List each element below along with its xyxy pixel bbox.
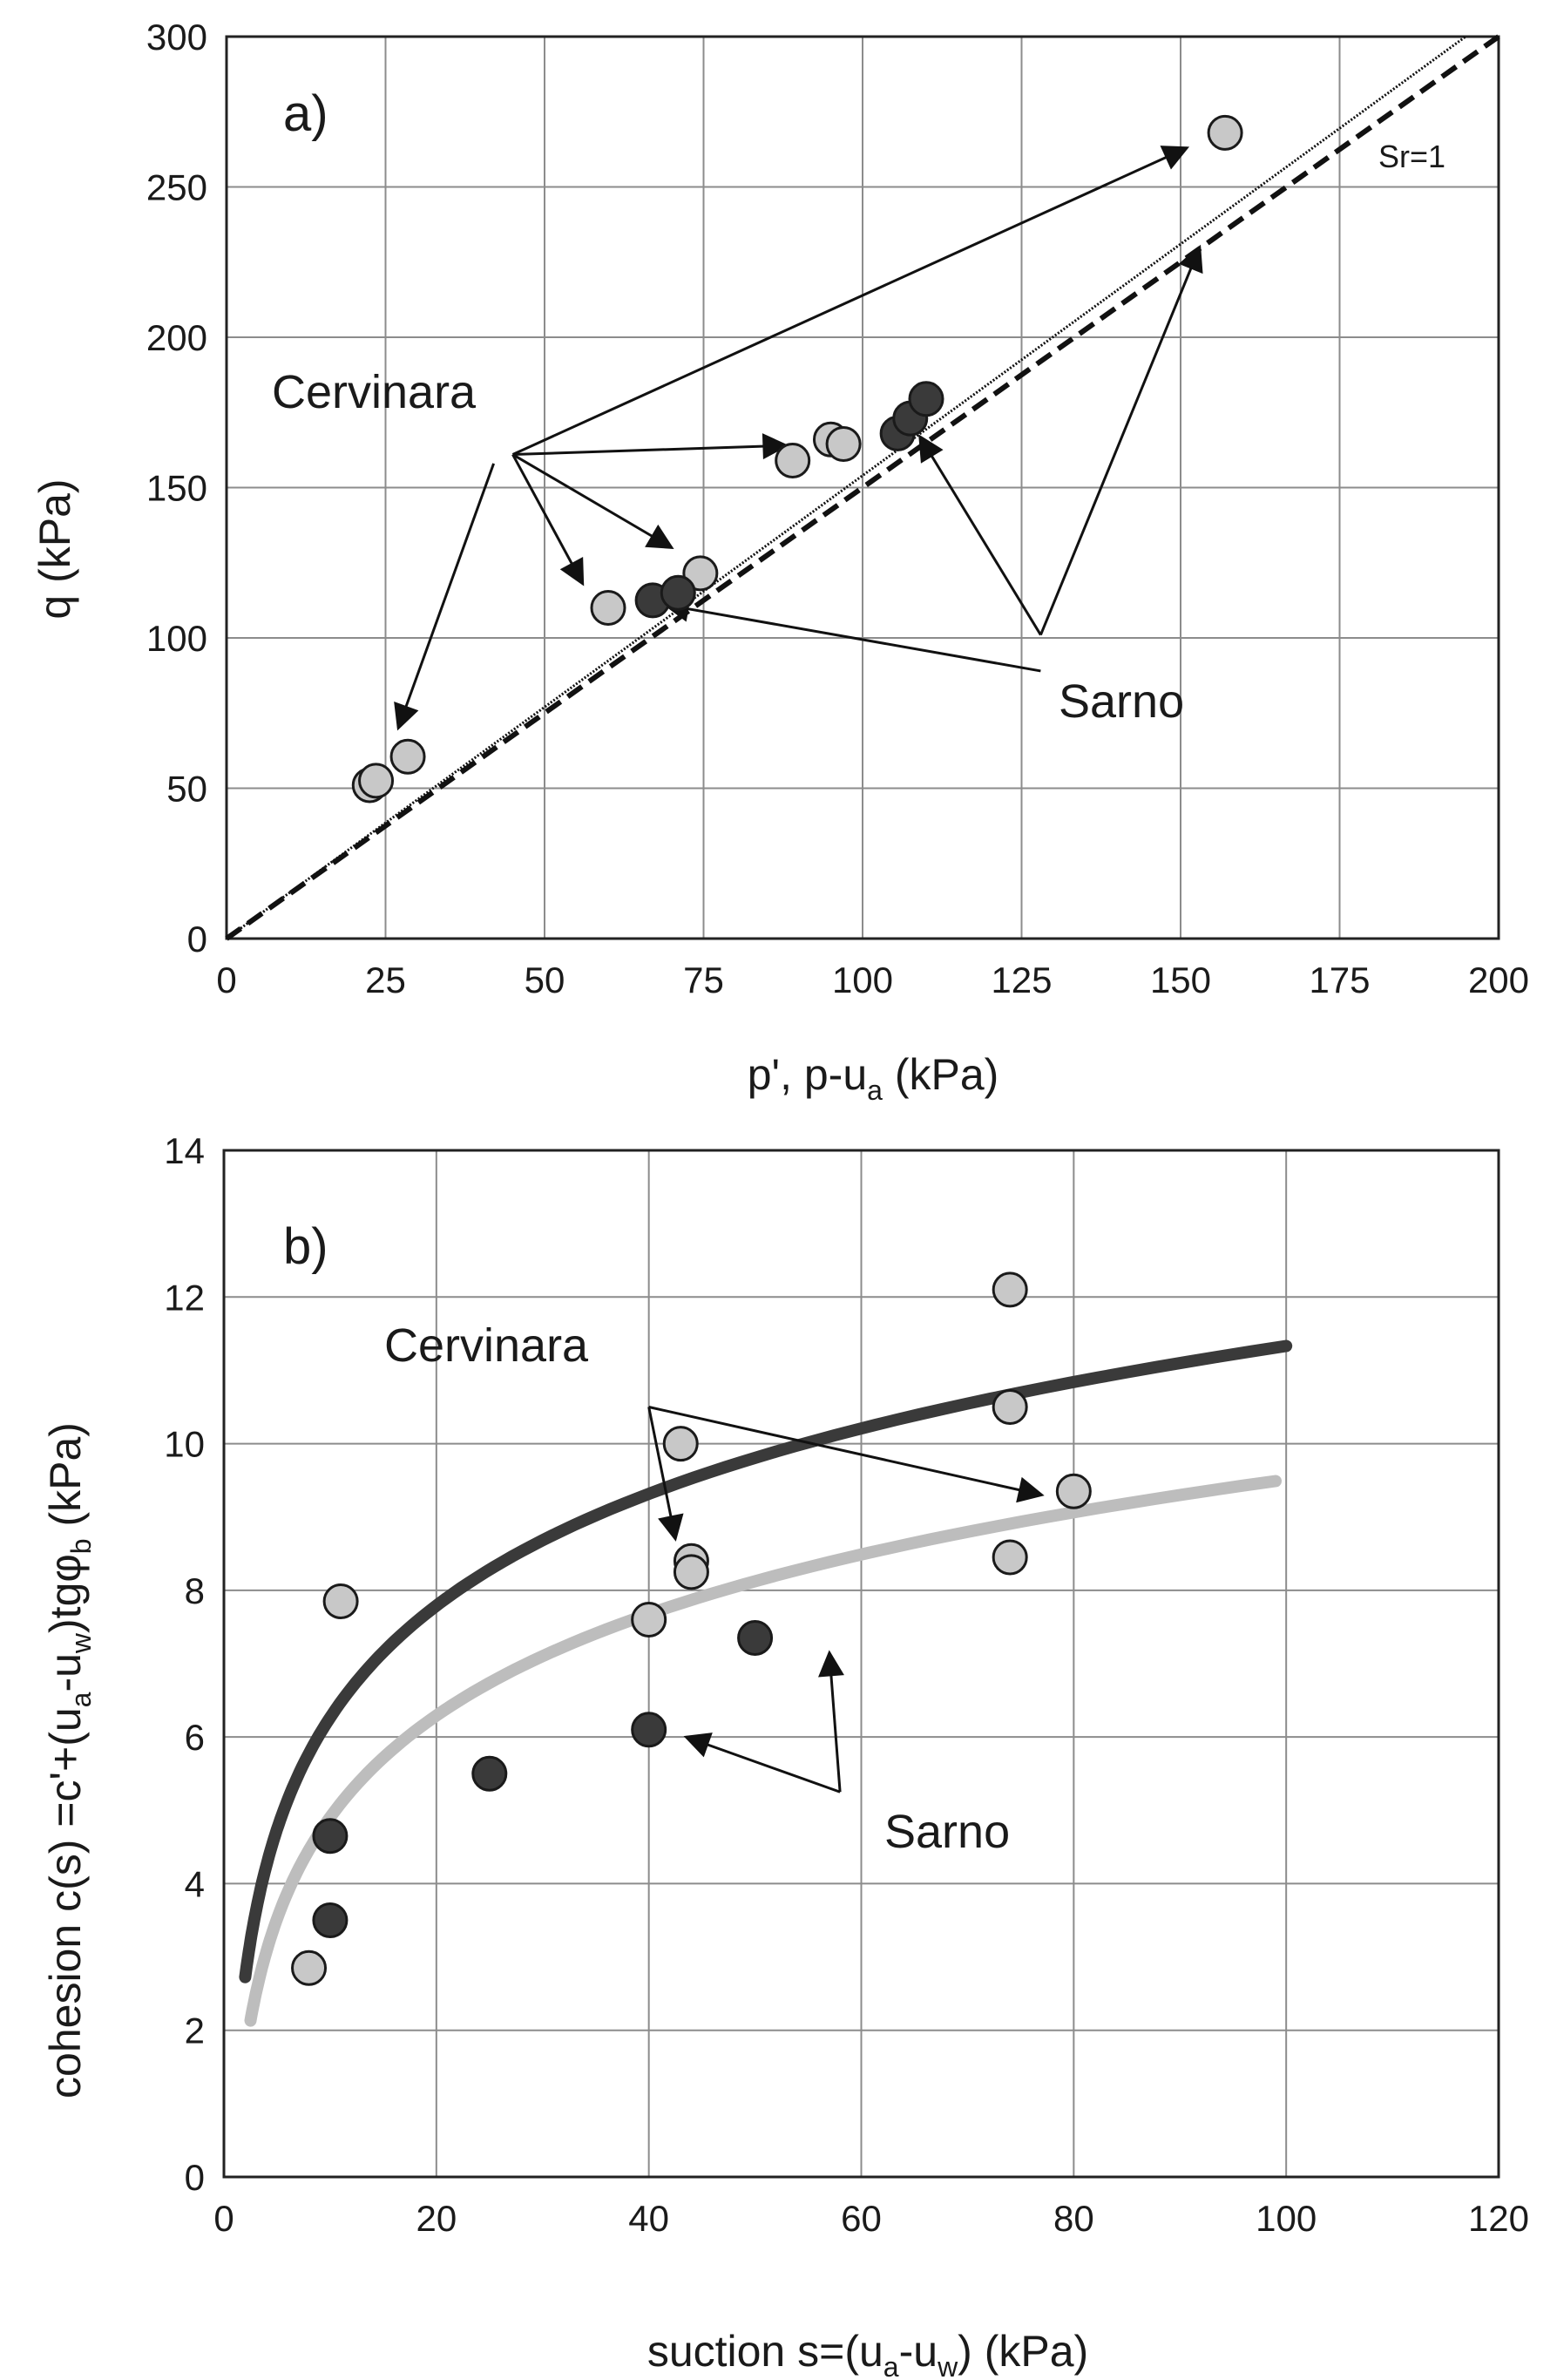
point-cervinara [673, 1554, 709, 1590]
x-tick-label: 80 [1053, 2198, 1094, 2239]
panel-b-cervinara-label: Cervinara [384, 1319, 589, 1372]
point-sarno [631, 1712, 667, 1748]
panel-a-arrows [394, 146, 1203, 731]
point-cervinara [992, 1389, 1028, 1425]
point-cervinara [631, 1602, 667, 1638]
fit-curve-cervinara-fit [239, 1339, 1293, 1983]
annotation-arrow [662, 595, 1041, 673]
point-cervinara [358, 763, 395, 799]
plot-frame [225, 35, 1500, 940]
panel-b-arrows [647, 1406, 1045, 1793]
y-tick-label: 50 [166, 769, 207, 810]
y-tick-label: 250 [146, 167, 207, 208]
panel-a-tick-labels: 0 25 50 75 100 125 150 175 200 0 50 100 150 200 250 300 [146, 17, 1529, 1000]
x-tick-label: 0 [213, 2198, 234, 2239]
y-tick-label: 10 [164, 1424, 205, 1465]
point-cervinara [825, 425, 862, 462]
annotation-arrow [648, 1406, 1045, 1503]
point-sarno [312, 1818, 349, 1855]
point-sarno [737, 1620, 774, 1657]
point-cervinara [291, 1949, 328, 1986]
point-cervinara [682, 555, 719, 592]
annotation-arrow [683, 1732, 841, 1793]
panel-a-sarno-label: Sarno [1059, 675, 1184, 728]
panel-a: 0 25 50 75 100 125 150 175 200 0 50 100 150 200 250 300… [30, 17, 1529, 1106]
x-tick-label: 60 [841, 2198, 882, 2239]
panel-a-xlabel: p', p-ua (kPa) [748, 1050, 999, 1106]
point-cervinara [992, 1271, 1028, 1308]
annotation-arrow [1039, 244, 1203, 636]
panel-b-points [291, 1271, 1092, 1986]
annotation-arrow [647, 1407, 684, 1542]
annotation-arrow [512, 433, 789, 460]
panel-b-tick-labels: 0 20 40 60 80 100 120 0 2 4 6 8 10 12 14 [164, 1130, 1529, 2239]
x-tick-label: 40 [628, 2198, 669, 2239]
annotation-arrow [511, 453, 585, 587]
point-sarno [312, 1902, 349, 1938]
panel-a-tag: a) [283, 85, 328, 142]
x-tick-label: 200 [1468, 959, 1529, 1000]
panel-a-points [351, 114, 1243, 804]
fit-curve-sarno-fit [244, 1475, 1282, 2027]
x-tick-label: 75 [683, 959, 724, 1000]
point-cervinara [322, 1583, 359, 1619]
annotation-arrow [918, 434, 1042, 636]
annotation-arrow [818, 1650, 844, 1793]
panel-b-sarno-label: Sarno [884, 1806, 1010, 1858]
x-tick-label: 50 [525, 959, 565, 1000]
panel-a-ylabel: q (kPa) [30, 478, 79, 619]
y-tick-label: 8 [185, 1570, 205, 1611]
x-tick-label: 125 [991, 959, 1052, 1000]
x-tick-label: 20 [416, 2198, 457, 2239]
panel-a-grid [225, 35, 1500, 940]
panel-a-reference-lines [225, 34, 1500, 941]
x-tick-label: 100 [1256, 2198, 1317, 2239]
x-tick-label: 150 [1150, 959, 1211, 1000]
point-cervinara [662, 1426, 699, 1462]
annotation-arrow [511, 146, 1190, 456]
y-tick-label: 14 [164, 1130, 205, 1171]
panel-b-fit-curves [239, 1339, 1293, 2027]
y-tick-label: 100 [146, 618, 207, 659]
point-cervinara [992, 1539, 1028, 1576]
panel-b-ylabel: cohesion c(s) =c'+(ua-uw)tgφb (kPa) [41, 1422, 97, 2099]
point-cervinara [389, 738, 426, 775]
plot-frame [222, 1149, 1500, 2179]
y-tick-label: 0 [185, 2157, 205, 2198]
point-sarno [660, 574, 696, 611]
point-cervinara [1055, 1473, 1092, 1509]
y-tick-label: 0 [187, 919, 207, 959]
point-cervinara [1207, 114, 1243, 151]
point-cervinara [775, 442, 811, 478]
point-sarno [471, 1755, 508, 1792]
panel-b-grid [222, 1149, 1500, 2179]
y-tick-label: 12 [164, 1277, 205, 1318]
y-tick-label: 2 [185, 2010, 205, 2051]
point-sarno [908, 381, 944, 417]
y-tick-label: 300 [146, 17, 207, 58]
y-tick-label: 200 [146, 317, 207, 358]
x-tick-label: 100 [832, 959, 893, 1000]
panel-b-tag: b) [283, 1218, 328, 1275]
y-tick-label: 4 [185, 1863, 205, 1904]
panel-a-cervinara-label: Cervinara [272, 366, 477, 418]
x-tick-label: 175 [1309, 959, 1370, 1000]
panel-b-xlabel: suction s=(ua-uw) (kPa) [647, 2327, 1088, 2380]
x-tick-label: 0 [216, 959, 236, 1000]
y-tick-label: 6 [185, 1717, 205, 1758]
panel-a-sr-label: Sr=1 [1378, 139, 1445, 174]
annotation-arrow [394, 463, 496, 731]
x-tick-label: 120 [1468, 2198, 1529, 2239]
y-tick-label: 150 [146, 468, 207, 509]
reference-line-solid-fit [226, 35, 1466, 940]
point-cervinara [590, 590, 626, 626]
x-tick-label: 25 [365, 959, 406, 1000]
annotation-arrow [511, 453, 674, 550]
